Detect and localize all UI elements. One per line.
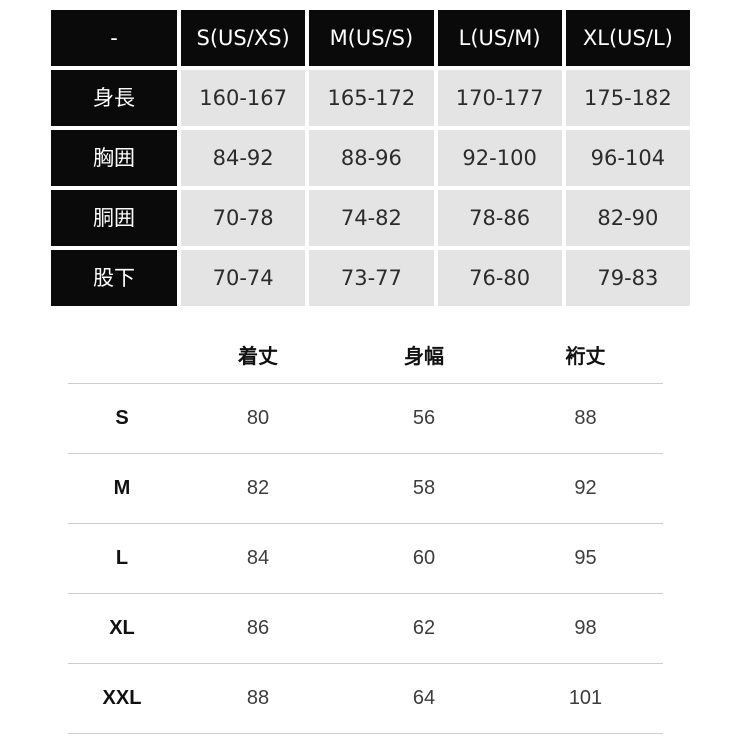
spec-cell: 84-92 [181, 130, 306, 186]
measure-value: 98 [574, 617, 597, 639]
spec-cell: 92-100 [437, 130, 562, 186]
spec-col-header-xl: XL(US/L) [565, 10, 690, 66]
spec-cell: 79-83 [565, 250, 690, 306]
measure-size-label: S [115, 407, 129, 429]
measure-size-label: L [115, 547, 129, 569]
spec-corner-cell: - [51, 10, 177, 66]
spec-cell: 78-86 [437, 190, 562, 246]
measure-value: 56 [412, 407, 436, 429]
measure-size-label: XXL [102, 687, 142, 709]
spec-cell: 70-74 [181, 250, 306, 306]
spec-col-header-m: M(US/S) [309, 10, 434, 66]
spec-row-label-waist: 胴囲 [51, 190, 177, 246]
measure-value: 80 [246, 407, 270, 429]
measure-value: 62 [412, 617, 436, 639]
spec-row-label-inseam: 股下 [51, 250, 177, 306]
spec-cell: 73-77 [309, 250, 434, 306]
spec-cell: 175-182 [565, 70, 690, 126]
spec-row-label-height: 身長 [51, 70, 177, 126]
spec-cell: 88-96 [309, 130, 434, 186]
measure-value: 60 [412, 547, 436, 569]
spec-cell: 165-172 [309, 70, 434, 126]
measure-size-label: M [113, 477, 131, 499]
measure-value: 88 [574, 407, 597, 429]
spec-row-label-chest: 胸囲 [51, 130, 177, 186]
spec-cell: 170-177 [437, 70, 562, 126]
measure-value: 58 [412, 477, 436, 499]
measure-value: 86 [246, 617, 270, 639]
measure-value: 95 [574, 547, 597, 569]
measure-row-m: M 82 58 92 [68, 454, 663, 524]
spec-cell: 74-82 [309, 190, 434, 246]
garment-measure-table: 着丈 身幅 裄丈 S 80 56 88 M 82 58 92 L 84 60 9… [68, 326, 663, 734]
spec-cell: 160-167 [181, 70, 306, 126]
spec-col-header-l: L(US/M) [437, 10, 562, 66]
measure-col-header-length: 着丈 [238, 346, 278, 368]
measure-value: 84 [246, 547, 270, 569]
measure-value: 88 [246, 687, 270, 709]
measure-row-xl: XL 86 62 98 [68, 594, 663, 664]
measure-row-xxl: XXL 88 64 101 [68, 664, 663, 734]
measure-row-l: L 84 60 95 [68, 524, 663, 594]
spec-cell: 82-90 [565, 190, 690, 246]
measure-value: 82 [246, 477, 270, 499]
measure-size-label: XL [109, 617, 135, 639]
measure-value: 101 [568, 687, 603, 709]
measure-value: 64 [412, 687, 436, 709]
spec-cell: 70-78 [181, 190, 306, 246]
spec-cell: 76-80 [437, 250, 562, 306]
spec-col-header-s: S(US/XS) [181, 10, 306, 66]
measure-row-s: S 80 56 88 [68, 384, 663, 454]
measure-value: 92 [574, 477, 597, 499]
measure-col-header-sleeve: 裄丈 [565, 346, 606, 368]
measure-header-row: 着丈 身幅 裄丈 [68, 326, 663, 384]
spec-cell: 96-104 [565, 130, 690, 186]
size-spec-table: - S(US/XS) M(US/S) L(US/M) XL(US/L) 身長 1… [51, 10, 690, 306]
measure-col-header-width: 身幅 [404, 346, 444, 368]
